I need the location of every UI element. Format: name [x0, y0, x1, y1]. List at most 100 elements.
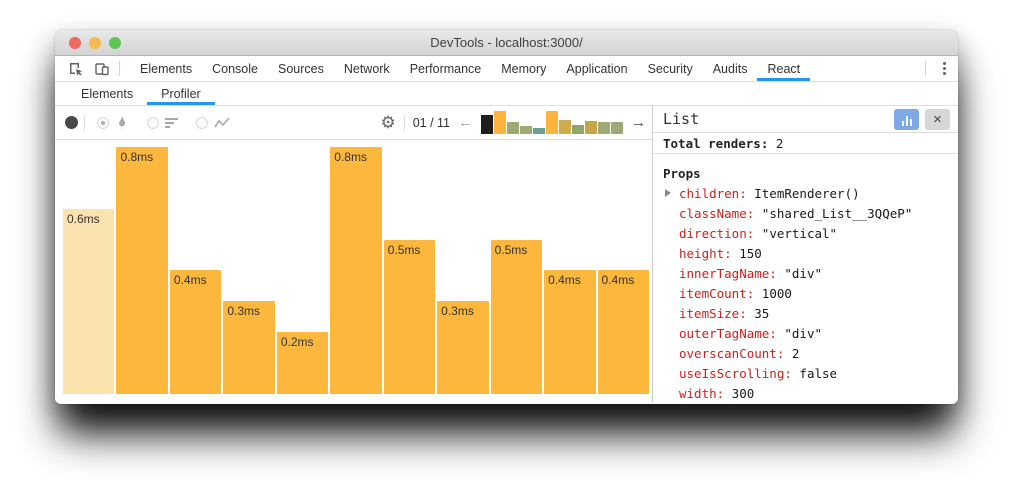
- bar-duration-label: 0.4ms: [173, 273, 207, 287]
- prop-value: 150: [731, 245, 762, 261]
- prop-name: useIsScrolling:: [679, 365, 792, 381]
- commit-bar-8[interactable]: 0.3ms: [437, 301, 489, 394]
- more-options-icon[interactable]: [930, 56, 958, 81]
- commit-bar-3[interactable]: 0.4ms: [169, 270, 222, 394]
- bar-duration-label: 0.3ms: [441, 304, 474, 318]
- window-titlebar: DevTools - localhost:3000/: [55, 30, 958, 56]
- commit-bar-10[interactable]: 0.4ms: [544, 270, 596, 394]
- prop-value: 1000: [754, 285, 792, 301]
- bar-duration-label: 0.4ms: [601, 273, 635, 287]
- next-snapshot-icon[interactable]: →: [631, 114, 646, 131]
- component-details-panel: List × Total renders: 2 Props children: …: [652, 106, 958, 403]
- tab-network[interactable]: Network: [343, 61, 390, 76]
- expand-arrow-icon[interactable]: [663, 189, 679, 197]
- react-panel-tab-list: Elements Profiler: [55, 82, 958, 106]
- devtools-toolbar: Elements Console Sources Network Performance…: [55, 56, 958, 82]
- close-window-button[interactable]: [69, 36, 81, 49]
- tab-console[interactable]: Console: [212, 61, 258, 76]
- selected-component-name: List: [663, 110, 700, 129]
- profiler-pane: ⚙ 01 / 11 ← → 0.6ms 0.8ms 0.4ms 0.3ms 0.2ms 0…: [55, 106, 652, 403]
- commit-bar-5[interactable]: 0.2ms: [276, 332, 329, 394]
- tab-elements[interactable]: Elements: [140, 61, 193, 76]
- bar-duration-label: 0.5ms: [494, 243, 528, 257]
- prop-row-direction: direction: "vertical": [663, 223, 948, 243]
- prop-row-width: width: 300: [663, 383, 948, 403]
- snapshot-thumbnail-strip: [481, 111, 623, 134]
- settings-gear-icon[interactable]: ⚙: [380, 113, 396, 132]
- view-mode-flamegraph[interactable]: [97, 115, 129, 130]
- total-renders-label: Total renders:: [663, 135, 769, 151]
- snapshot-navigation: ⚙ 01 / 11 ← →: [380, 111, 646, 134]
- commit-bar-4[interactable]: 0.3ms: [223, 301, 275, 394]
- snapshot-thumbnail-7[interactable]: [559, 120, 571, 134]
- tab-react[interactable]: React: [757, 56, 810, 81]
- close-details-icon[interactable]: ×: [925, 108, 950, 130]
- prop-value: 300: [724, 385, 755, 401]
- prop-row-className: className: "shared_List__3QQeP": [663, 203, 948, 223]
- interactions-radio[interactable]: [196, 116, 208, 129]
- expand-arrow-icon[interactable]: [665, 189, 671, 197]
- bar-duration-label: 0.3ms: [227, 304, 261, 318]
- tab-performance[interactable]: Performance: [409, 61, 482, 76]
- devtools-window: DevTools - localhost:3000/ Elements Conso…: [55, 30, 958, 404]
- tab-application[interactable]: Application: [566, 61, 628, 76]
- snapshot-thumbnail-5[interactable]: [533, 128, 545, 134]
- tab-audits[interactable]: Audits: [712, 61, 748, 76]
- snapshot-thumbnail-2[interactable]: [494, 111, 506, 134]
- snapshot-thumbnail-1-selected[interactable]: [481, 115, 493, 134]
- prop-name: direction:: [679, 225, 755, 241]
- minimize-window-button[interactable]: [89, 36, 101, 49]
- prop-name: overscanCount:: [679, 345, 785, 361]
- device-toolbar-icon[interactable]: [89, 56, 115, 81]
- prop-value: false: [791, 365, 838, 381]
- props-section: Props children: ItemRenderer() className:…: [653, 154, 958, 403]
- zoom-window-button[interactable]: [109, 36, 121, 49]
- subtab-elements[interactable]: Elements: [81, 86, 134, 101]
- commit-bar-1-selected[interactable]: 0.6ms: [63, 209, 115, 394]
- commit-bar-2[interactable]: 0.8ms: [116, 147, 168, 394]
- snapshot-thumbnail-8[interactable]: [572, 125, 584, 134]
- prop-name: outerTagName:: [679, 325, 777, 341]
- tab-sources[interactable]: Sources: [277, 61, 324, 76]
- snapshot-thumbnail-10[interactable]: [598, 122, 610, 134]
- commit-bar-11[interactable]: 0.4ms: [597, 270, 649, 394]
- flamegraph-radio[interactable]: [97, 116, 109, 129]
- prop-value: "vertical": [754, 225, 838, 241]
- subtab-profiler[interactable]: Profiler: [147, 82, 215, 105]
- tab-security[interactable]: Security: [647, 61, 693, 76]
- render-chart-button[interactable]: [894, 108, 919, 130]
- props-list: children: ItemRenderer() className: "shar…: [663, 183, 948, 403]
- inspect-element-icon[interactable]: [63, 56, 89, 81]
- tab-memory[interactable]: Memory: [501, 61, 547, 76]
- profiler-toolbar: ⚙ 01 / 11 ← →: [55, 106, 652, 140]
- view-mode-ranked[interactable]: [147, 116, 178, 129]
- view-mode-interactions[interactable]: [196, 116, 230, 129]
- devtools-tab-list: Elements Console Sources Network Performance…: [130, 56, 921, 81]
- prop-value: ItemRenderer(): [746, 185, 860, 201]
- prop-value: "div": [776, 265, 822, 281]
- total-renders-value: 2: [775, 135, 784, 151]
- commit-bar-9[interactable]: 0.5ms: [490, 240, 543, 394]
- prop-name: className:: [679, 205, 755, 221]
- ranked-chart-icon: [165, 117, 178, 128]
- snapshot-thumbnail-4[interactable]: [520, 126, 532, 134]
- commit-bar-7[interactable]: 0.5ms: [383, 240, 436, 394]
- toolbar-divider: [403, 114, 405, 131]
- toolbar-divider: [84, 114, 85, 131]
- commit-bar-6[interactable]: 0.8ms: [330, 147, 382, 394]
- total-renders: Total renders: 2: [653, 133, 958, 154]
- prop-row-height: height: 150: [663, 243, 948, 263]
- prop-row-itemSize: itemSize: 35: [663, 303, 948, 323]
- record-icon[interactable]: [65, 116, 78, 129]
- prop-row-innerTagName: innerTagName: "div": [663, 263, 948, 283]
- snapshot-thumbnail-11[interactable]: [611, 122, 623, 134]
- prop-row-children[interactable]: children: ItemRenderer(): [663, 183, 948, 203]
- toolbar-divider: [925, 61, 926, 76]
- prop-name: itemCount:: [679, 285, 755, 301]
- snapshot-thumbnail-6[interactable]: [546, 111, 558, 134]
- previous-snapshot-icon[interactable]: ←: [458, 114, 473, 131]
- ranked-radio[interactable]: [147, 116, 159, 129]
- snapshot-thumbnail-3[interactable]: [507, 122, 519, 134]
- prop-name: innerTagName:: [679, 265, 777, 281]
- snapshot-thumbnail-9[interactable]: [585, 121, 597, 134]
